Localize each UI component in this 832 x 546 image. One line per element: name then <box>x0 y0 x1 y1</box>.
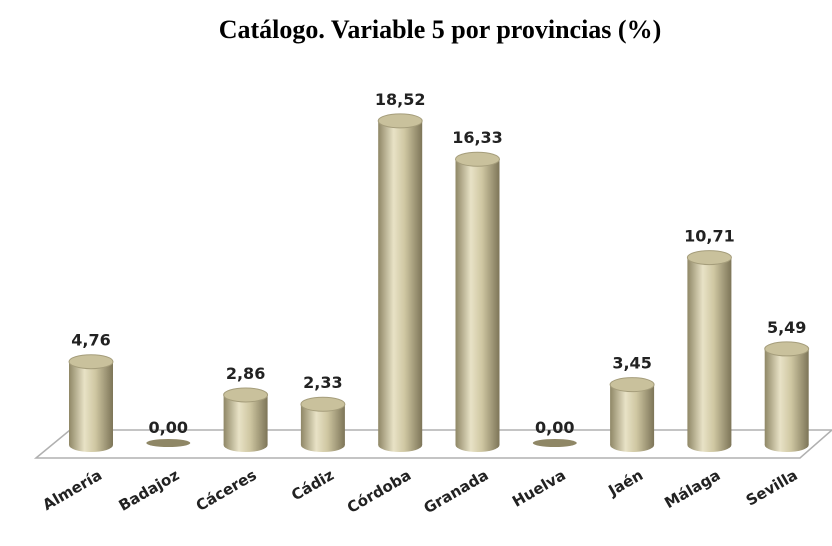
bar-base <box>223 438 268 452</box>
x-tick-label: Málaga <box>661 466 723 512</box>
value-label: 4,76 <box>71 331 110 350</box>
x-tick-label: Granada <box>421 466 492 517</box>
x-tick-label: Sevilla <box>743 466 801 510</box>
bar-base <box>455 438 500 452</box>
bar <box>146 439 191 447</box>
x-tick-label: Cádiz <box>288 466 337 505</box>
bar <box>687 257 732 445</box>
bar-top <box>377 113 423 129</box>
x-tick-label: Almería <box>40 466 105 514</box>
bar-base <box>69 438 113 452</box>
value-label: 16,33 <box>452 128 503 147</box>
bar-base <box>687 438 732 452</box>
x-tick-label: Huelva <box>509 466 569 511</box>
bar <box>378 120 423 446</box>
bar-top <box>300 396 346 412</box>
value-label: 10,71 <box>684 227 735 246</box>
x-tick-label: Badajoz <box>116 466 183 515</box>
bar-top <box>686 250 732 266</box>
bar-top <box>455 151 500 167</box>
bar-top <box>609 377 655 393</box>
bar <box>764 348 809 445</box>
bar-base <box>764 438 809 452</box>
bar <box>223 394 268 445</box>
value-label: 0,00 <box>149 418 188 437</box>
x-tick-label: Cáceres <box>193 466 260 515</box>
value-label: 18,52 <box>375 90 426 109</box>
value-label: 2,33 <box>303 373 342 392</box>
x-tick-label: Jaén <box>605 466 647 500</box>
bar-top <box>223 387 269 403</box>
x-tick-label: Córdoba <box>344 466 414 517</box>
bar <box>69 361 113 445</box>
bar-top <box>68 354 114 370</box>
chart-title: Catálogo. Variable 5 por provincias (%) <box>219 15 662 44</box>
value-label: 0,00 <box>535 418 574 437</box>
value-label: 5,49 <box>767 318 806 337</box>
bar <box>532 439 577 447</box>
bar <box>610 384 655 445</box>
bar <box>455 159 500 445</box>
value-label: 3,45 <box>612 354 651 373</box>
bar-base <box>378 438 423 452</box>
value-label: 2,86 <box>226 364 265 383</box>
bar-base <box>300 438 345 452</box>
bar-top <box>764 341 810 357</box>
bar-base <box>610 438 655 452</box>
